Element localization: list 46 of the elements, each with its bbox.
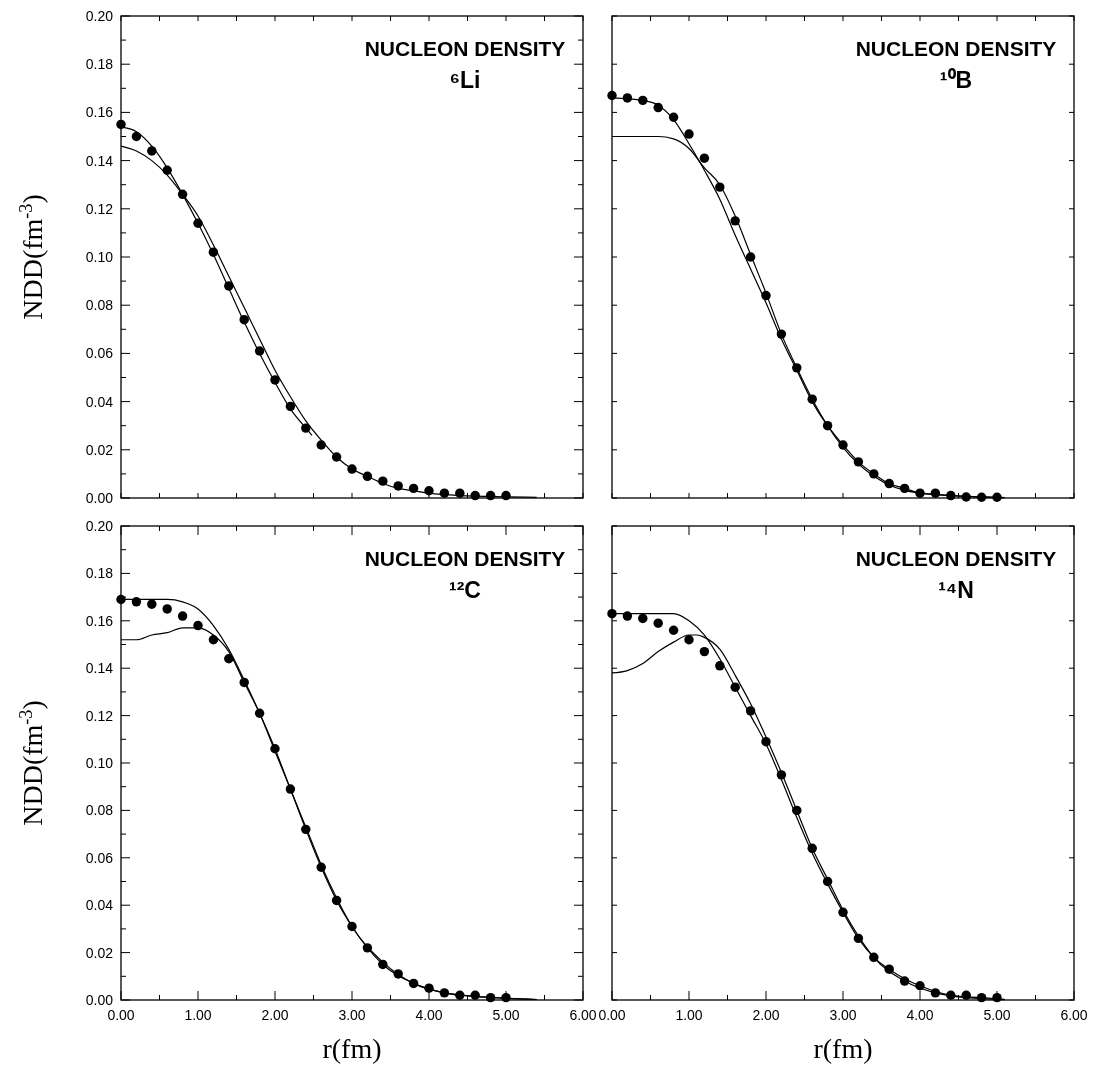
y-tick-label: 0.08 (85, 802, 114, 819)
text: NUCLEON DENSITY (855, 37, 1057, 60)
x-tick-label: 0.00 (107, 1007, 135, 1023)
x-tick-label: 1.00 (184, 1007, 212, 1023)
text: NUCLEON DENSITY (364, 37, 566, 60)
y-tick-label: 0.04 (85, 393, 114, 410)
y-tick-label: 0.02 (85, 441, 114, 458)
text: ⁶Li (449, 67, 481, 93)
y-tick-label: 0.14 (85, 660, 114, 677)
y-tick-label: 0.10 (85, 248, 114, 265)
x-tick-label: 6.00 (1060, 1007, 1088, 1023)
x-axis-title: r(fm) (813, 1033, 873, 1064)
y-tick-label: 0.20 (85, 517, 114, 534)
x-tick-label: 5.00 (492, 1007, 520, 1023)
x-axis-title: r(fm) (322, 1033, 382, 1064)
text: NUCLEON DENSITY (364, 547, 566, 570)
y-tick-label: 0.18 (85, 565, 114, 582)
y-tick-label: 0.08 (85, 297, 114, 314)
text: ¹⁰B (939, 67, 973, 93)
y-tick-label: 0.14 (85, 152, 114, 169)
x-tick-label: 1.00 (675, 1007, 703, 1023)
text: ¹⁴N (938, 577, 974, 603)
x-tick-label: 2.00 (752, 1007, 780, 1023)
y-tick-label: 0.12 (85, 200, 114, 217)
y-tick-label: 0.00 (85, 489, 114, 506)
y-tick-label: 0.06 (85, 345, 114, 362)
y-tick-label: 0.10 (85, 754, 114, 771)
y-tick-label: 0.00 (85, 991, 114, 1008)
y-tick-label: 0.18 (85, 56, 114, 73)
y-tick-label: 0.12 (85, 707, 114, 724)
y-tick-label: 0.06 (85, 849, 114, 866)
x-tick-label: 3.00 (829, 1007, 857, 1023)
x-tick-label: 4.00 (906, 1007, 934, 1023)
x-tick-label: 4.00 (415, 1007, 443, 1023)
y-tick-label: 0.02 (85, 944, 114, 961)
x-tick-label: 3.00 (338, 1007, 366, 1023)
x-tick-label: 6.00 (569, 1007, 597, 1023)
y-tick-label: 0.20 (85, 7, 114, 24)
text: ¹²C (449, 577, 481, 603)
x-tick-label: 0.00 (598, 1007, 626, 1023)
y-tick-label: 0.16 (85, 612, 114, 629)
x-tick-label: 2.00 (261, 1007, 289, 1023)
y-tick-label: 0.04 (85, 897, 114, 914)
x-tick-label: 5.00 (983, 1007, 1011, 1023)
text: NUCLEON DENSITY (855, 547, 1057, 570)
y-tick-label: 0.16 (85, 104, 114, 121)
